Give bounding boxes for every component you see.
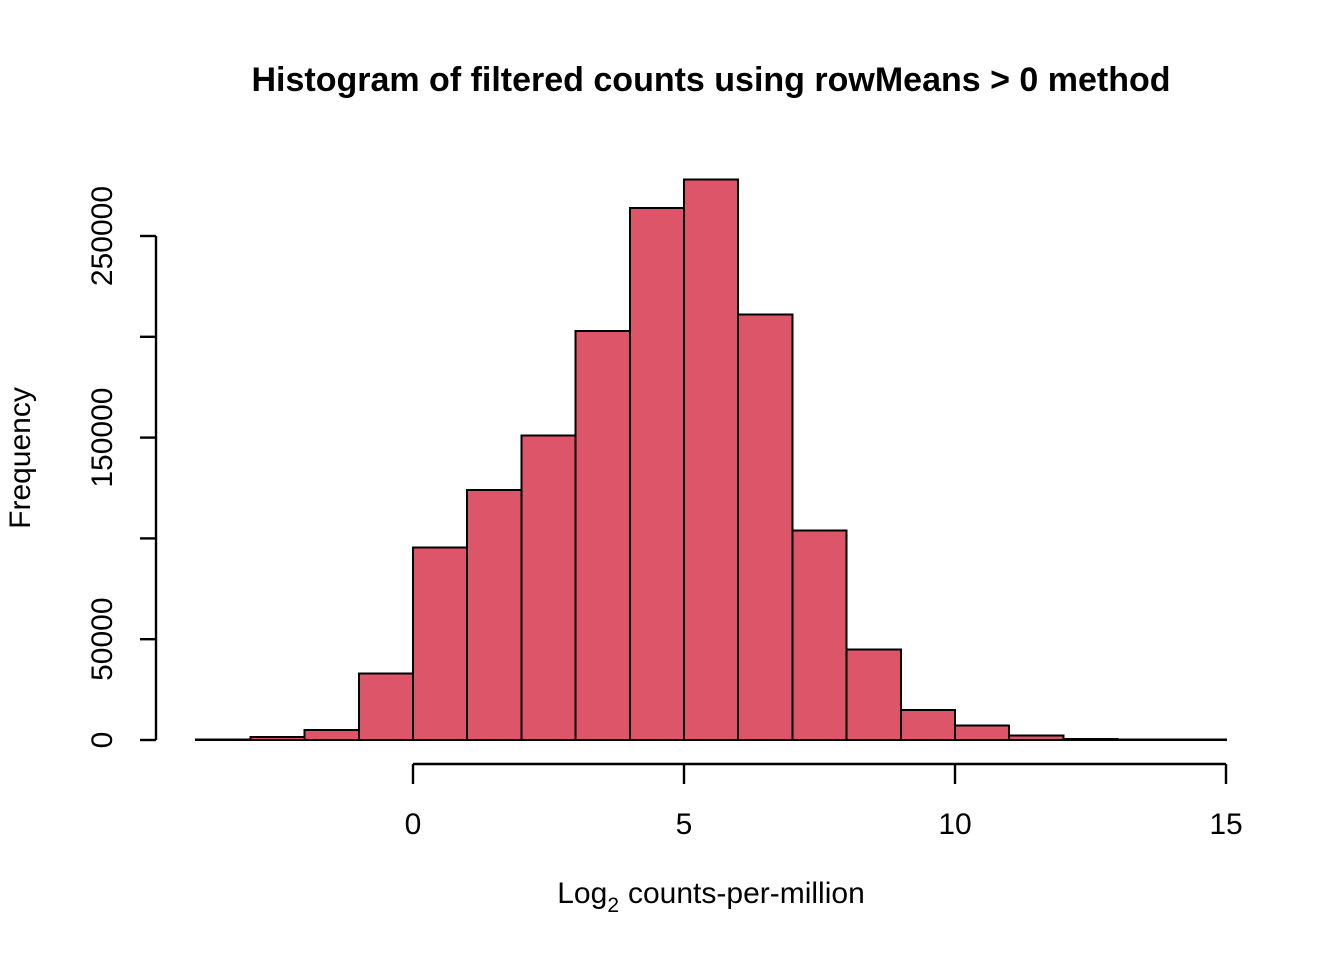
histogram-bar bbox=[466, 489, 523, 741]
y-tick-label: 150000 bbox=[86, 388, 119, 488]
y-axis: 0 50000 150000 250000 bbox=[86, 186, 158, 749]
y-axis-label: Frequency bbox=[4, 387, 37, 529]
histogram-bar bbox=[303, 728, 360, 741]
histogram-bar bbox=[899, 709, 956, 742]
x-axis-label-rest: counts-per-million bbox=[628, 877, 865, 910]
x-axis-label: Log2 counts-per-million bbox=[557, 877, 865, 917]
x-axis-label-subscript: 2 bbox=[607, 894, 619, 917]
histogram-bar bbox=[1008, 734, 1065, 742]
histogram-bar bbox=[954, 724, 1011, 742]
histogram-bar bbox=[791, 529, 848, 741]
histogram-bar bbox=[195, 738, 252, 742]
histogram-bar bbox=[683, 178, 740, 741]
x-axis-label-base: Log bbox=[557, 877, 607, 910]
chart-title: Histogram of filtered counts using rowMe… bbox=[251, 61, 1170, 99]
histogram-bar bbox=[628, 206, 685, 741]
y-tick-label: 50000 bbox=[86, 597, 119, 680]
histogram-bars bbox=[195, 178, 1228, 742]
x-tick-label: 10 bbox=[938, 808, 971, 841]
histogram-bar bbox=[357, 672, 414, 741]
x-tick-label: 15 bbox=[1209, 808, 1242, 841]
histogram-bar bbox=[520, 434, 577, 741]
x-tick-label: 5 bbox=[676, 808, 693, 841]
histogram-bar bbox=[737, 313, 794, 741]
histogram-bar bbox=[1062, 737, 1119, 742]
histogram-bar bbox=[249, 736, 306, 742]
histogram-bar bbox=[412, 546, 469, 741]
y-tick-label: 250000 bbox=[86, 186, 119, 286]
x-axis: 0 5 10 15 bbox=[405, 762, 1243, 841]
histogram-bar bbox=[845, 648, 902, 742]
y-tick-label: 0 bbox=[86, 732, 119, 749]
histogram-bar bbox=[574, 329, 631, 741]
x-tick-label: 0 bbox=[405, 808, 422, 841]
